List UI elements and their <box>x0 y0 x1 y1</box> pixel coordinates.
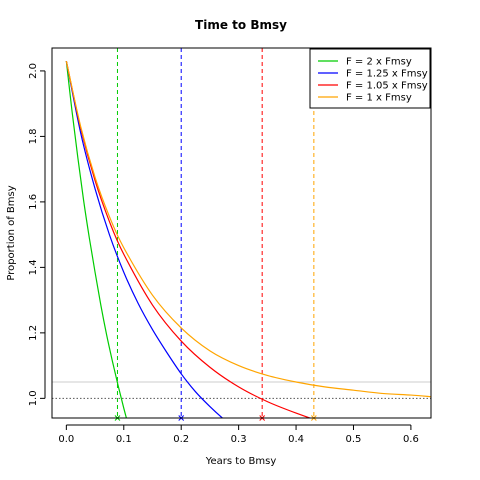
x-tick-label: 0.1 <box>116 434 132 445</box>
series-line-2 <box>65 60 312 418</box>
y-tick-label: 1.6 <box>28 194 39 210</box>
series-lines <box>65 60 431 418</box>
x-axis-label: Years to Bmsy <box>205 456 277 467</box>
y-axis-label: Proportion of Bmsy <box>6 185 17 280</box>
legend-box <box>309 48 431 109</box>
y-axis: 1.0 1.2 1.4 1.6 1.8 2.0 <box>28 63 46 406</box>
series-line-3 <box>65 60 431 398</box>
chart-title: Time to Bmsy <box>195 18 287 32</box>
y-tick-label: 1.8 <box>28 128 39 144</box>
x-tick-label: 0.5 <box>346 434 362 445</box>
legend-label-1: F = 1.25 x Fmsy <box>346 69 428 80</box>
y-tick-label: 1.0 <box>28 390 39 406</box>
x-tick-label: 0.2 <box>173 434 189 445</box>
series-line-0 <box>65 61 128 418</box>
y-tick-label: 1.2 <box>28 325 39 341</box>
x-tick-label: 0.3 <box>231 434 247 445</box>
legend-label-3: F = 1 x Fmsy <box>346 93 412 104</box>
y-tick-label: 2.0 <box>28 63 39 79</box>
x-tick-label: 0.0 <box>58 434 74 445</box>
x-tick-label: 0.4 <box>288 434 304 445</box>
x-axis: 0.0 0.1 0.2 0.3 0.4 0.5 0.6 <box>58 424 419 445</box>
reference-lines <box>52 381 431 399</box>
x-tick-label: 0.6 <box>403 434 419 445</box>
plot-area <box>51 47 432 421</box>
bmsy-time-lines <box>116 48 315 418</box>
plot-frame <box>51 47 432 419</box>
series-line-1 <box>65 60 224 418</box>
legend-label-0: F = 2 x Fmsy <box>346 57 412 68</box>
y-tick-label: 1.4 <box>28 259 39 275</box>
legend-label-2: F = 1.05 x Fmsy <box>346 81 428 92</box>
